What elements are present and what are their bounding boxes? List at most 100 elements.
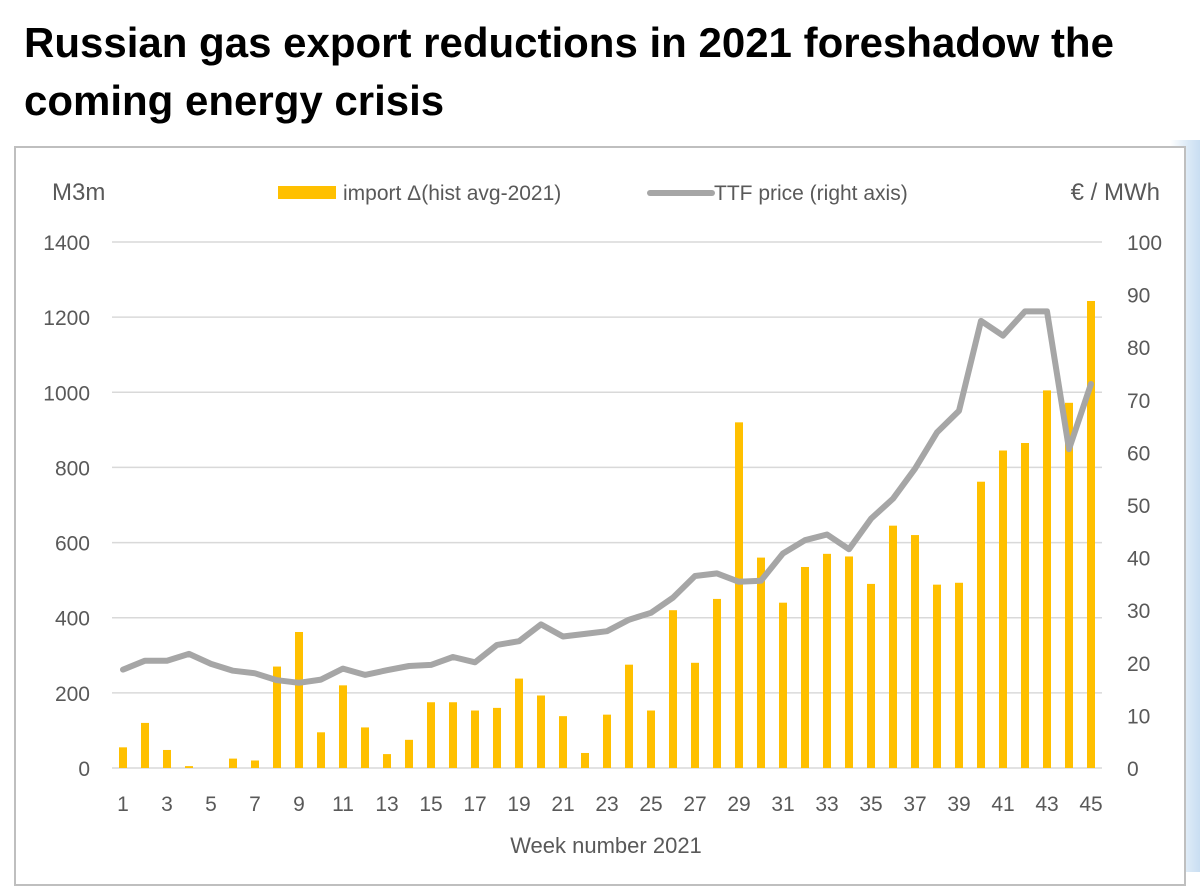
y-right-tick-label: 70 [1127,390,1150,413]
line-point [188,653,190,655]
line-point [364,674,366,676]
line-point [122,669,124,671]
line-series [120,308,1094,686]
bar [999,450,1007,768]
line-point [584,633,586,635]
line-point [650,612,652,614]
bar [317,732,325,768]
bar [295,631,303,768]
line-point [782,552,784,554]
bar [1043,390,1051,768]
y-left-tick-label: 0 [78,758,90,781]
bar [383,754,391,768]
line-point [694,575,696,577]
bar [339,685,347,768]
bar [1087,300,1095,768]
x-tick-label: 9 [293,793,305,816]
y-left-tick-label: 400 [55,608,90,631]
line-point [408,665,410,667]
bar [449,702,457,768]
line-point [1046,310,1048,312]
bar [735,422,743,768]
x-tick-label: 31 [771,793,794,816]
line-point [958,410,960,412]
line-point [804,539,806,541]
ttf-price-line [120,308,1094,686]
x-tick-label: 27 [683,793,706,816]
bar [955,582,963,768]
y-right-tick-label: 30 [1127,600,1150,623]
line-point [936,431,938,433]
line-point [232,670,234,672]
legend-bar-swatch [278,186,336,199]
line-point [1024,310,1026,312]
legend-line-label: TTF price (right axis) [714,182,908,205]
bar [537,695,545,768]
line-point [276,679,278,681]
line-point [254,672,256,674]
line-point [980,320,982,322]
line-point [320,679,322,681]
bar [405,739,413,768]
x-tick-label: 35 [859,793,882,816]
bar [647,710,655,768]
x-tick-label: 25 [639,793,662,816]
line-point [1002,335,1004,337]
x-tick-label: 7 [249,793,261,816]
bar [273,666,281,768]
x-tick-label: 37 [903,793,926,816]
bar [229,758,237,768]
line-point [518,640,520,642]
bar [823,553,831,768]
x-tick-label: 5 [205,793,217,816]
y-right-tick-label: 50 [1127,495,1150,518]
page-title: Russian gas export reductions in 2021 fo… [24,19,1114,124]
legend: import Δ(hist avg-2021) TTF price (right… [278,182,908,205]
bar [251,760,259,768]
line-point [914,468,916,470]
bar [801,566,809,768]
x-tick-label: 11 [332,793,354,816]
chart-frame [14,146,1186,886]
bar [757,557,765,768]
x-tick-label: 41 [991,793,1014,816]
x-tick-label: 21 [551,793,574,816]
bar [185,766,193,768]
bar [977,481,985,768]
x-tick-label: 29 [727,793,750,816]
line-point [386,669,388,671]
line-point [430,664,432,666]
x-tick-label: 3 [161,793,173,816]
y-left-tick-label: 1400 [43,232,90,255]
bar [867,583,875,768]
y-right-tick-label: 20 [1127,653,1150,676]
line-point [1090,383,1092,385]
bar [933,584,941,768]
y-right-tick-label: 40 [1127,548,1150,571]
line-point [298,682,300,684]
x-tick-label: 13 [375,793,398,816]
bar [427,702,435,768]
bar [1065,402,1073,768]
y-left-tick-label: 800 [55,457,90,480]
bar [845,556,853,768]
x-tick-label: 33 [815,793,838,816]
bar [119,747,127,768]
bar [691,662,699,768]
line-point [342,668,344,670]
y-left-tick-label: 600 [55,533,90,556]
line-point [166,660,168,662]
x-tick-label: 43 [1035,793,1058,816]
line-point [144,660,146,662]
bar [1021,443,1029,768]
line-point [672,597,674,599]
line-point [540,623,542,625]
y-right-tick-label: 10 [1127,705,1150,728]
y-right-tick-label: 80 [1127,337,1150,360]
x-tick-label: 15 [419,793,442,816]
line-point [848,548,850,550]
y-right-tick-label: 100 [1127,232,1162,255]
line-point [870,518,872,520]
y-right-tick-label: 90 [1127,285,1150,308]
bar-series [119,300,1095,768]
